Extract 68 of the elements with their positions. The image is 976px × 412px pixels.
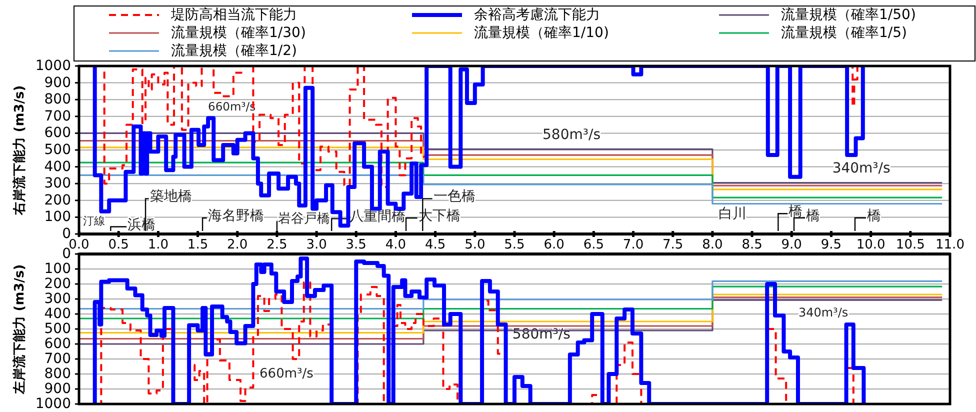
y-tick-label: 500 [44,321,71,337]
y-tick-label: 500 [44,142,71,158]
y-tick-label: 900 [44,381,71,397]
y-tick-label: 200 [44,192,71,208]
legend-label: 余裕高考慮流下能力 [474,7,600,23]
x-tick-label: 10.5 [896,238,925,252]
annotation: 660m³/s [208,99,256,114]
x-tick-label: 7.5 [662,238,684,252]
x-tick-label: 6.0 [544,238,564,252]
annotation: 660m³/s [260,366,314,382]
y-tick-label: 200 [44,276,71,292]
y-axis-title: 右岸流下能力 (m3/s) [12,85,28,216]
y-tick-label: 400 [44,306,71,322]
y-tick-label: 600 [44,336,71,352]
x-tick-label: 1.5 [187,238,208,252]
y-tick-label: 100 [44,209,71,226]
x-tick-label: 9.0 [781,238,802,252]
annotation: 橋 [806,208,820,224]
annotation: 汀線 [83,214,106,228]
y-tick-label: 400 [44,158,71,175]
annotation: 白川 [718,206,746,222]
x-tick-label: 8.0 [702,238,723,252]
legend-label: 堤防高相当流下能力 [170,7,297,23]
x-tick-label: 9.5 [820,238,842,252]
legend-label: 流量規模（確率1/30) [171,25,306,41]
y-tick-label: 0 [62,246,71,262]
annotation: 580m³/s [542,126,601,143]
x-tick-label: 5.0 [464,238,486,252]
legend-label: 流量規模（確率1/10) [474,25,609,41]
annotation: 岩谷戸橋 [278,212,330,227]
x-tick-label: 8.5 [742,238,762,252]
y-tick-label: 700 [44,108,71,124]
x-tick-label: 10.0 [856,238,886,252]
x-tick-label: 11.0 [936,238,964,252]
x-tick-label: 1.0 [148,238,169,252]
legend-label: 流量規模（確率1/50) [781,7,916,23]
x-tick-label: 3.0 [306,238,327,252]
annotation: 橋 [788,204,803,220]
y-tick-label: 600 [44,125,71,142]
x-tick-label: 4.5 [424,238,446,252]
y-axis-title: 左岸流下能力 (m3/s) [12,264,28,395]
y-tick-label: 1000 [35,396,71,412]
legend-label: 流量規模（確率1/5) [781,25,907,41]
x-tick-label: 2.0 [227,238,248,252]
x-tick-label: 5.5 [504,238,525,252]
y-tick-label: 700 [44,351,71,367]
y-tick-label: 100 [44,261,71,277]
y-tick-label: 800 [44,366,71,382]
annotation: 340m³/s [832,160,890,176]
y-tick-label: 1000 [35,58,71,74]
annotation: 築地橋 [150,188,192,205]
y-tick-label: 900 [44,74,71,91]
y-tick-label: 300 [44,176,71,192]
annotation: 一色橋 [433,188,476,205]
annotation: 海名野橋 [208,208,264,224]
y-tick-label: 300 [44,291,71,307]
y-tick-label: 0 [62,226,71,242]
y-tick-label: 800 [44,92,71,108]
x-tick-label: 0.5 [108,238,129,252]
annotation: 340m³/s [798,306,848,320]
x-tick-label: 7.0 [622,238,644,252]
x-tick-label: 3.5 [346,238,366,252]
x-tick-label: 6.5 [583,238,604,252]
legend-label: 流量規模（確率1/2) [171,43,297,59]
x-tick-label: 2.5 [266,238,288,252]
x-tick-label: 0.0 [68,238,90,252]
annotation: 橋 [866,208,881,224]
x-tick-label: 4.0 [385,238,406,252]
